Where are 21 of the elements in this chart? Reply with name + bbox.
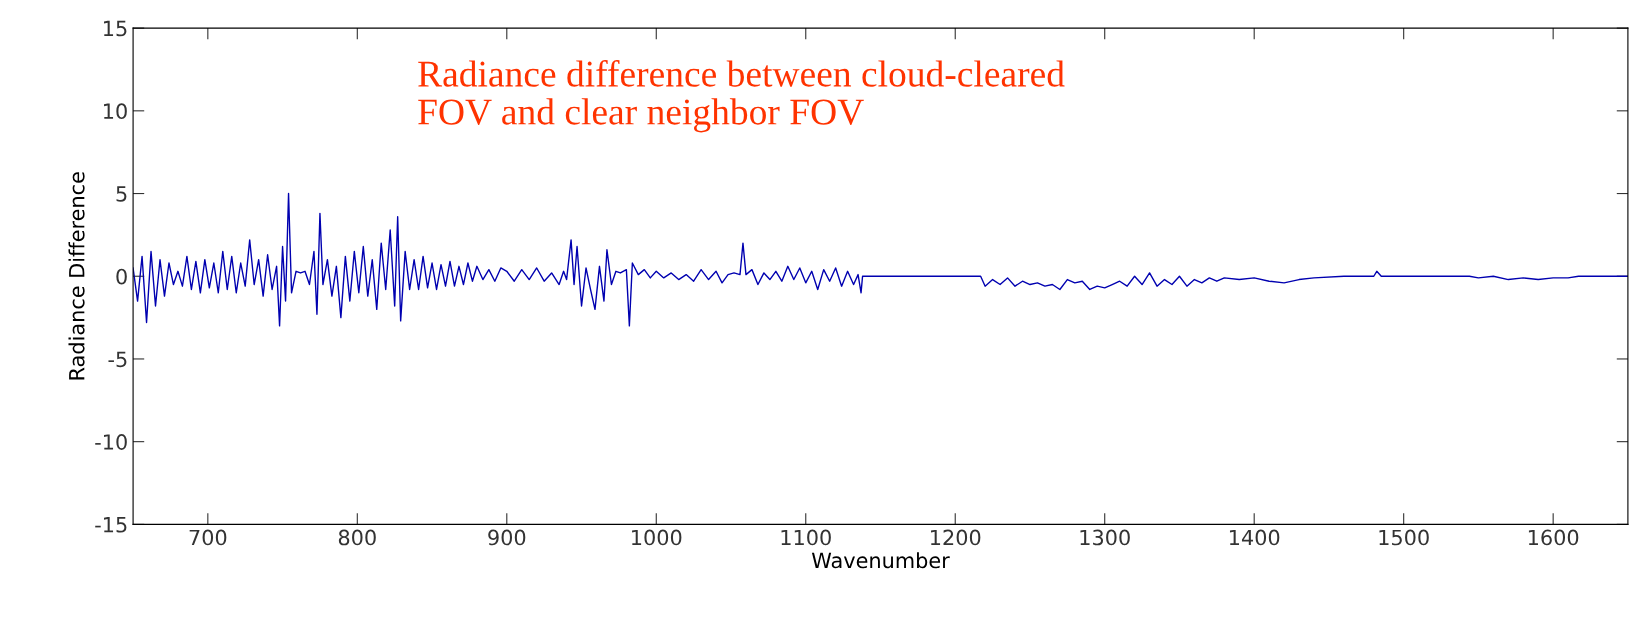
x-tick-label: 1100 bbox=[781, 529, 831, 546]
line-series bbox=[133, 192, 1628, 327]
y-tick-label: -10 bbox=[95, 434, 127, 450]
y-tick-label: 0 bbox=[116, 268, 127, 285]
y-axis-title: Radiance Difference bbox=[68, 172, 85, 380]
x-tick-label: 1300 bbox=[1080, 529, 1130, 546]
y-tick-label: 5 bbox=[116, 186, 127, 202]
y-tick-label: 10 bbox=[104, 103, 127, 120]
y-tick-label: -15 bbox=[95, 517, 127, 533]
x-axis-title: Wavenumber bbox=[811, 552, 950, 569]
x-tick-label: 1200 bbox=[931, 529, 981, 546]
x-tick-label: 1400 bbox=[1229, 529, 1280, 546]
x-tick-label: 1000 bbox=[632, 529, 682, 546]
x-tick-label: 1500 bbox=[1379, 529, 1429, 546]
x-tick-label: 900 bbox=[488, 529, 526, 546]
x-tick-label: 800 bbox=[338, 529, 376, 546]
x-tick-label: 700 bbox=[189, 529, 227, 546]
y-tick-label: -5 bbox=[108, 351, 127, 368]
y-tick-label: 15 bbox=[104, 20, 127, 37]
annotation: Radiance difference between cloud-cleared FOV and clear neighbor FOV bbox=[418, 59, 1065, 133]
x-tick-label: 1600 bbox=[1528, 529, 1579, 546]
